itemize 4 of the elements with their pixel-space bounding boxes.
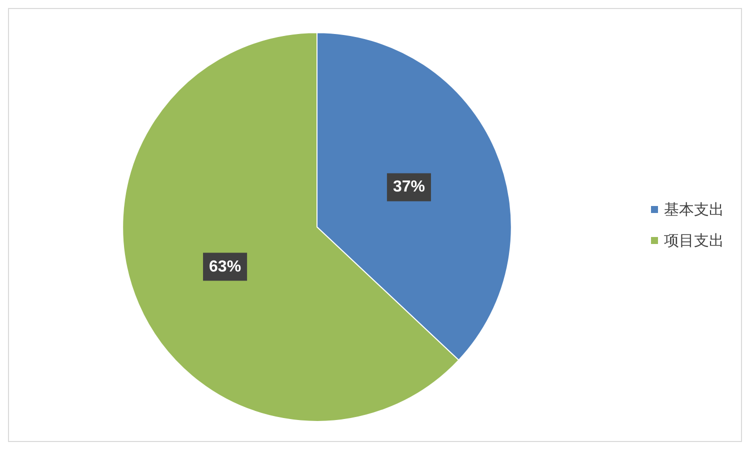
data-label: 37% (392, 178, 425, 196)
data-label: 63% (209, 258, 242, 276)
legend-label: 基本支出 (664, 200, 724, 218)
legend-label: 项目支出 (664, 232, 724, 250)
